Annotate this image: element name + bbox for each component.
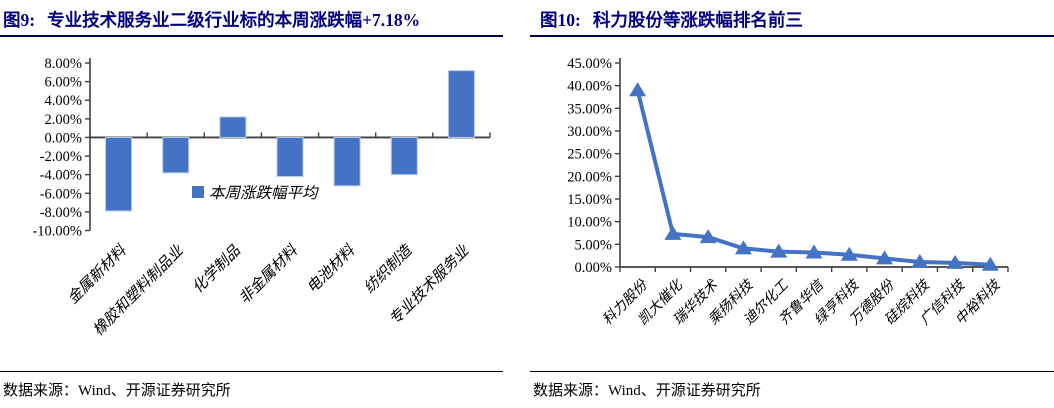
y-tick-label: -4.00% (40, 168, 82, 184)
y-tick-label: 45.00% (567, 56, 612, 72)
data-point-marker (876, 250, 894, 265)
y-tick-label: 30.00% (567, 124, 612, 140)
y-tick-label: 0.00% (575, 260, 612, 276)
y-tick-label: 6.00% (45, 75, 82, 91)
category-label: 电池材料 (304, 242, 359, 297)
data-point-marker (734, 240, 752, 255)
data-point-marker (805, 244, 823, 259)
data-point-marker (629, 82, 647, 97)
figure10-source: 数据来源：Wind、开源证券研究所 (530, 371, 1054, 400)
y-tick-label: 10.00% (567, 215, 612, 231)
bar (276, 136, 304, 178)
figure10-title: 图10: 科力股份等涨跌幅排名前三 (540, 7, 803, 32)
bar-chart-legend: 本周涨跌幅平均 (192, 181, 318, 203)
y-tick-label: -2.00% (40, 149, 82, 165)
bar (333, 136, 361, 187)
bar-chart-canvas: 8.00% 6.00% 4.00% 2.00% 0.00% -2.00% -4.00% -6.… (32, 56, 491, 339)
source-label: 数据来源： (3, 383, 79, 399)
category-label: 纺织制造 (361, 241, 417, 297)
bar (105, 136, 133, 212)
y-tick-label: 40.00% (567, 79, 612, 95)
y-tick-label: 15.00% (567, 192, 612, 208)
data-point-marker (981, 256, 999, 271)
y-tick-label: 5.00% (575, 237, 612, 253)
y-tick-label: -6.00% (40, 186, 82, 202)
y-tick-label: -10.00% (32, 224, 82, 240)
data-point-marker (699, 229, 717, 244)
legend-swatch-icon (192, 186, 204, 198)
bar (447, 70, 475, 138)
data-point-marker (770, 243, 788, 258)
figure9-panel: 图9: 专业技术服务业二级行业标的本周涨跌幅+7.18% 8.00% 6.00% 4.… (0, 7, 503, 400)
figure10-title-text: 科力股份等涨跌幅排名前三 (592, 10, 803, 30)
bar (162, 136, 190, 174)
data-point-marker (840, 246, 858, 261)
data-point-marker (911, 254, 929, 269)
figure9-source: 数据来源：Wind、开源证券研究所 (0, 371, 503, 400)
bar (219, 116, 247, 138)
figure10-title-underline (530, 35, 1054, 37)
legend-label: 本周涨跌幅平均 (209, 185, 318, 202)
line-chart-canvas: 45.00% 40.00% 35.00% 30.00% 25.00% 20.00% 15.0… (567, 56, 1009, 328)
y-tick-label: -8.00% (40, 205, 82, 221)
figure9-title-underline (0, 35, 503, 37)
figure10-number-label: 图10: (540, 10, 581, 30)
y-tick-label: 25.00% (567, 147, 612, 163)
category-label: 非金属材料 (236, 242, 302, 308)
source-text: Wind、开源证券研究所 (608, 383, 761, 399)
figure9-title-text: 专业技术服务业二级行业标的本周涨跌幅+7.18% (47, 10, 421, 30)
trend-line (635, 89, 991, 267)
y-tick-label: 35.00% (567, 101, 612, 117)
figure9-number-label: 图9: (3, 10, 36, 30)
y-tick-label: 8.00% (45, 56, 82, 72)
category-label: 化学制品 (189, 242, 244, 297)
y-tick-label: 20.00% (567, 169, 612, 185)
data-point-marker (664, 225, 682, 240)
data-point-marker (946, 254, 964, 269)
y-tick-label: 4.00% (45, 93, 82, 109)
figure9-title: 图9: 专业技术服务业二级行业标的本周涨跌幅+7.18% (3, 7, 420, 32)
bar (390, 136, 418, 176)
y-tick-label: 0.00% (45, 130, 82, 146)
y-tick-label: 2.00% (45, 112, 82, 128)
figure10-panel: 图10: 科力股份等涨跌幅排名前三 45.00% 40.00% 35.00% 30.00… (527, 0, 1054, 408)
source-text: Wind、开源证券研究所 (78, 383, 231, 399)
source-label: 数据来源： (533, 383, 609, 399)
